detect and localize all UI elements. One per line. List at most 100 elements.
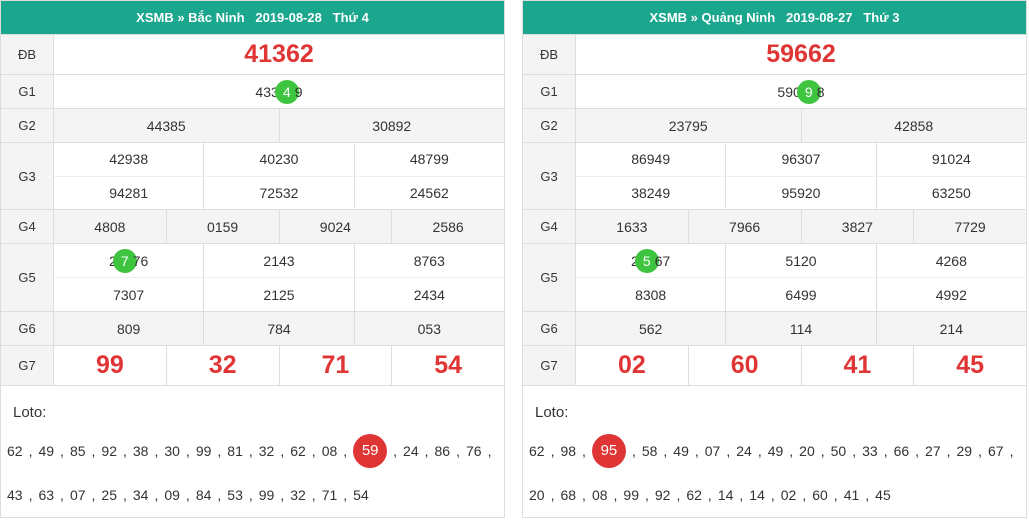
separator: , bbox=[343, 487, 348, 503]
prize-number: 784 bbox=[203, 312, 353, 345]
prize-row: G2 23795 42858 bbox=[523, 108, 1026, 142]
loto-number: 95 bbox=[591, 434, 626, 468]
separator: , bbox=[122, 443, 127, 459]
loto-number: 62 bbox=[529, 443, 545, 459]
loto-number: 09 bbox=[164, 487, 180, 503]
separator: , bbox=[550, 443, 555, 459]
separator: , bbox=[770, 487, 775, 503]
prize-row: ĐB 41362 bbox=[1, 34, 504, 74]
prize-number: 95920 bbox=[725, 176, 875, 209]
separator: , bbox=[248, 443, 253, 459]
loto-number: 34 bbox=[132, 487, 149, 503]
prize-row: G3 86949 96307 91024 38249 95920 63250 bbox=[523, 142, 1026, 209]
prize-line: 41362 bbox=[54, 35, 504, 74]
loto-number: 32 bbox=[290, 487, 306, 503]
loto-number: 53 bbox=[227, 487, 243, 503]
prize-number: 40230 bbox=[203, 143, 353, 176]
prize-values: 562 114 214 bbox=[576, 312, 1026, 345]
separator: , bbox=[694, 443, 699, 459]
number-part: 67 bbox=[654, 252, 671, 269]
prize-number: 99 bbox=[95, 351, 124, 379]
prize-label: G5 bbox=[1, 244, 54, 311]
prize-number: 86949 bbox=[631, 151, 671, 168]
number-part: 590 bbox=[777, 83, 801, 100]
loto-number: 14 bbox=[749, 487, 765, 503]
separator: , bbox=[613, 487, 618, 503]
prize-number: 0159 bbox=[165, 210, 279, 243]
prize-number: 4808 bbox=[94, 218, 126, 235]
prize-label: G6 bbox=[1, 312, 54, 345]
separator: , bbox=[883, 443, 888, 459]
separator: , bbox=[550, 487, 555, 503]
loto-number: 71 bbox=[321, 487, 338, 503]
prize-number: 72532 bbox=[203, 176, 353, 209]
separator: , bbox=[789, 443, 794, 459]
prize-line: 94281 72532 24562 bbox=[54, 175, 504, 209]
prize-number: 809 bbox=[116, 320, 141, 337]
prize-values: 41362 bbox=[54, 35, 504, 74]
separator: , bbox=[663, 443, 668, 459]
prize-line: 277621438763 bbox=[54, 244, 504, 277]
loto-section: Loto: 62, 98, 95, 58, 49, 07, 24, 49, 20, 50, 33, 66… bbox=[523, 385, 1026, 517]
prize-label: G7 bbox=[1, 346, 54, 385]
prize-row: G6 809 784 053 bbox=[1, 311, 504, 345]
prize-line: 4808 0159 9024 2586 bbox=[54, 210, 504, 243]
prize-row: G7 99 32 71 54 bbox=[1, 345, 504, 385]
loto-number: 62 bbox=[290, 443, 306, 459]
separator: , bbox=[582, 487, 586, 503]
prize-label: G3 bbox=[523, 143, 576, 209]
prize-number: 96307 bbox=[725, 143, 875, 176]
number-part: 9 bbox=[294, 83, 303, 100]
prize-number: 02 bbox=[617, 351, 646, 379]
loto-section: Loto: 62, 49, 85, 92, 38, 30, 99, 81, 32, 62, 08, 59… bbox=[1, 385, 504, 517]
prize-values: 809 784 053 bbox=[54, 312, 504, 345]
prize-values: 590 9 8 bbox=[576, 75, 1026, 108]
separator: , bbox=[456, 443, 460, 459]
loto-number: 25 bbox=[101, 487, 117, 503]
separator: , bbox=[154, 443, 159, 459]
loto-number: 92 bbox=[101, 443, 117, 459]
prize-label: G1 bbox=[1, 75, 54, 108]
separator: , bbox=[280, 443, 285, 459]
prize-row: G2 44385 30892 bbox=[1, 108, 504, 142]
loto-number: 60 bbox=[812, 487, 828, 503]
prize-values: 02 60 41 45 bbox=[576, 346, 1026, 385]
digit-marker: 4 bbox=[274, 79, 299, 104]
loto-number: 81 bbox=[227, 443, 243, 459]
separator: , bbox=[91, 487, 96, 503]
panel-header: XSMB » Bắc Ninh 2019-08-28 Thứ 4 bbox=[1, 1, 504, 34]
loto-number: 07 bbox=[69, 487, 86, 503]
prize-line: 590 9 8 bbox=[576, 75, 1026, 108]
prize-label: G2 bbox=[523, 109, 576, 142]
prize-line: 7307 2125 2434 bbox=[54, 277, 504, 311]
loto-number: 20 bbox=[529, 487, 545, 503]
prize-number: 7307 bbox=[113, 286, 145, 303]
separator: , bbox=[28, 487, 33, 503]
separator: , bbox=[280, 487, 285, 503]
digit-marker: 5 bbox=[634, 248, 659, 273]
prize-values: 42938 40230 48799 94281 72532 24562 bbox=[54, 143, 504, 209]
prize-values: 23795 42858 bbox=[576, 109, 1026, 142]
loto-number: 27 bbox=[925, 443, 941, 459]
prize-number: 433 4 9 bbox=[54, 75, 504, 108]
loto-number: 24 bbox=[403, 443, 419, 459]
prize-number: 8763 bbox=[353, 244, 504, 277]
separator: , bbox=[424, 443, 429, 459]
separator: , bbox=[644, 487, 649, 503]
loto-number: 45 bbox=[875, 487, 891, 503]
prize-row: G4 1633 7966 3827 7729 bbox=[523, 209, 1026, 243]
prize-number: 562 bbox=[638, 320, 663, 337]
separator: , bbox=[757, 443, 762, 459]
loto-number: 76 bbox=[465, 443, 482, 459]
loto-number: 86 bbox=[434, 443, 451, 459]
prize-label: ĐB bbox=[523, 35, 576, 74]
prize-number: 41 bbox=[800, 346, 914, 385]
prize-label: G7 bbox=[523, 346, 576, 385]
separator: , bbox=[185, 487, 190, 503]
separator: , bbox=[833, 487, 838, 503]
separator: , bbox=[1009, 443, 1014, 459]
loto-number: 58 bbox=[641, 443, 658, 459]
